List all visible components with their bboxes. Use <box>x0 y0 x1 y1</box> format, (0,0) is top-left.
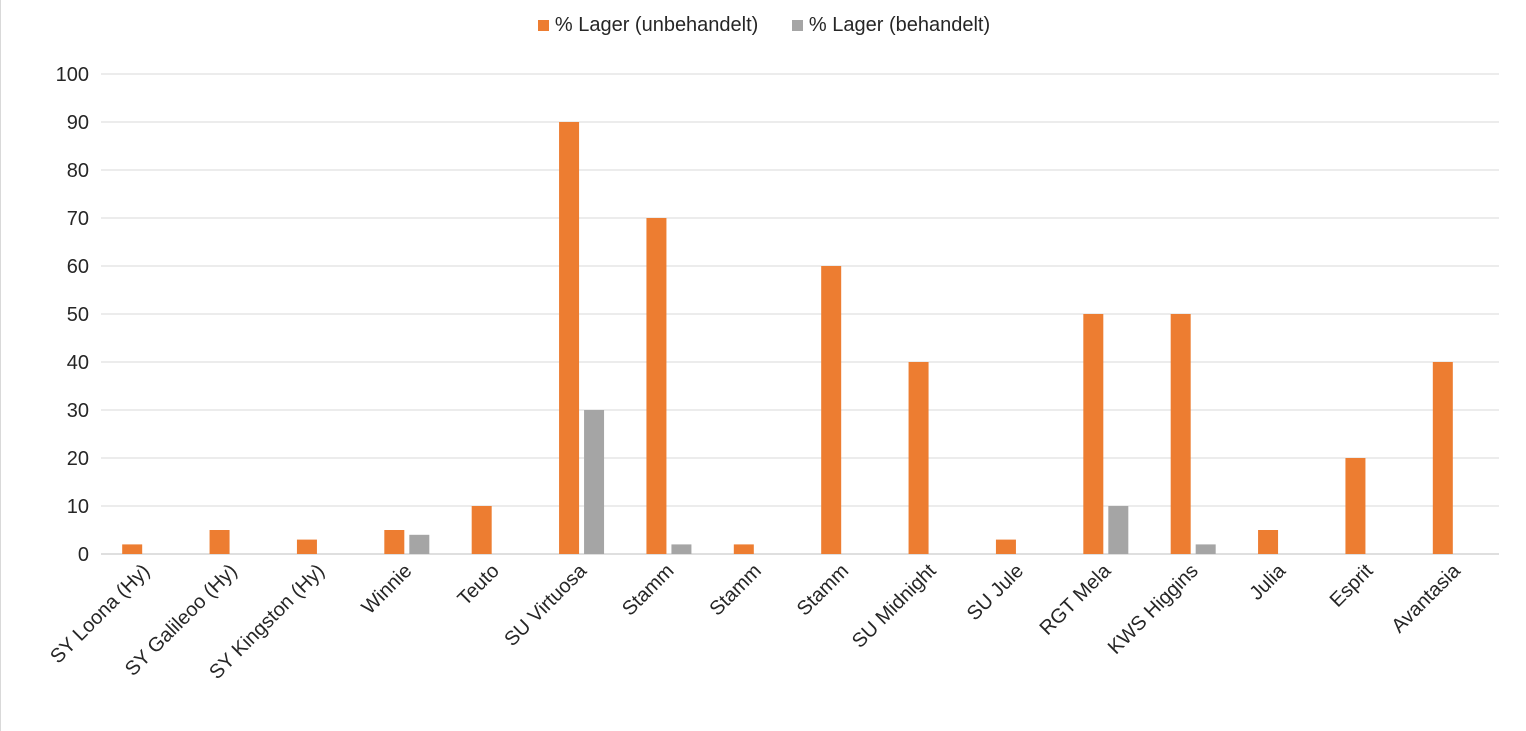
bar-unbehandelt <box>646 218 667 554</box>
x-tick-label: SU Jule <box>963 560 1028 625</box>
bar-unbehandelt <box>908 362 929 554</box>
bar-unbehandelt <box>1170 314 1191 554</box>
x-tick-label: KWS Higgins <box>1104 560 1203 659</box>
x-tick-label: Julia <box>1245 559 1290 604</box>
bar-unbehandelt <box>995 539 1016 554</box>
bar-unbehandelt <box>471 506 492 554</box>
bar-behandelt <box>409 534 430 554</box>
bar-behandelt <box>671 544 692 554</box>
x-tick-label: SU Midnight <box>848 560 941 653</box>
bar-unbehandelt <box>1345 458 1366 554</box>
legend-swatch-behandelt <box>791 20 803 31</box>
y-tick-label: 100 <box>56 64 89 86</box>
legend-item-behandelt: % Lager (behandelt) <box>791 14 991 37</box>
bar-unbehandelt <box>821 266 842 554</box>
y-tick-label: 80 <box>67 160 89 182</box>
x-tick-label: Stamm <box>618 560 678 620</box>
x-tick-label: SU Virtuosa <box>500 559 591 650</box>
x-tick-label: Esprit <box>1326 560 1378 612</box>
bar-unbehandelt <box>122 544 143 554</box>
y-tick-label: 10 <box>67 496 89 518</box>
bar-unbehandelt <box>209 530 230 554</box>
bar-unbehandelt <box>384 530 405 554</box>
bar-unbehandelt <box>296 539 317 554</box>
legend-label-behandelt: % Lager (behandelt) <box>808 14 991 36</box>
x-tick-label: Avantasia <box>1387 559 1465 637</box>
y-tick-label: 50 <box>67 304 89 326</box>
bar-unbehandelt <box>1083 314 1104 554</box>
y-tick-label: 70 <box>67 208 89 230</box>
bar-unbehandelt <box>1258 530 1279 554</box>
legend-label-unbehandelt: % Lager (unbehandelt) <box>554 14 759 36</box>
y-tick-label: 60 <box>67 256 89 278</box>
bar-behandelt <box>1195 544 1216 554</box>
x-tick-label: Winnie <box>358 560 417 619</box>
bar-unbehandelt <box>1432 362 1453 554</box>
bar-unbehandelt <box>559 122 580 554</box>
x-tick-label: Teuto <box>454 560 504 610</box>
bar-unbehandelt <box>733 544 754 554</box>
y-tick-label: 30 <box>67 400 89 422</box>
bar-behandelt <box>1108 506 1129 554</box>
legend-swatch-unbehandelt <box>537 20 549 31</box>
x-tick-label: Stamm <box>793 560 853 620</box>
x-tick-label: RGT Mela <box>1036 559 1116 639</box>
y-tick-label: 40 <box>67 352 89 374</box>
x-tick-label: Stamm <box>706 560 766 620</box>
bar-behandelt <box>584 410 605 554</box>
y-tick-label: 0 <box>78 544 89 566</box>
y-tick-label: 20 <box>67 448 89 470</box>
y-tick-label: 90 <box>67 112 89 134</box>
legend-item-unbehandelt: % Lager (unbehandelt) <box>537 14 759 37</box>
legend: % Lager (unbehandelt) % Lager (behandelt… <box>1 14 1526 37</box>
